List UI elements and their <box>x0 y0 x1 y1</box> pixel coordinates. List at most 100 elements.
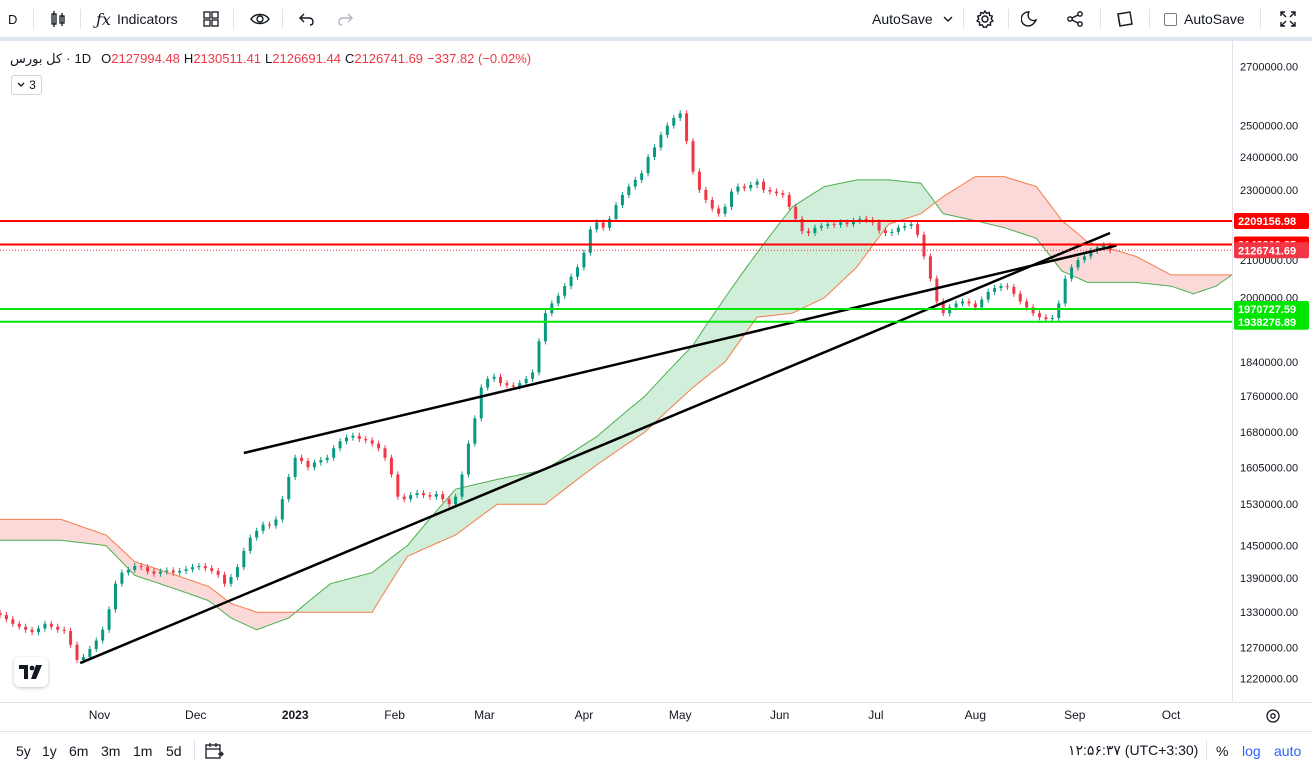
chevron-down-icon <box>943 16 953 22</box>
legend-o-label: O <box>101 51 112 66</box>
moon-icon[interactable] <box>1021 0 1039 38</box>
candle <box>1089 250 1093 257</box>
legend-symbol[interactable]: کل بورس <box>10 51 63 66</box>
candle <box>973 303 977 308</box>
chart-area[interactable]: 2700000.00 2500000.00 2400000.00 2300000.00… <box>0 41 1312 731</box>
candle <box>697 171 701 190</box>
candle <box>216 570 220 575</box>
candle <box>223 574 227 584</box>
autosave-dropdown[interactable]: AutoSave <box>872 0 953 38</box>
templates-icon[interactable] <box>201 0 221 38</box>
tradingview-logo[interactable] <box>14 657 48 687</box>
top-toolbar: D ƒx Indicators AutoSave <box>0 0 1312 38</box>
share-icon[interactable] <box>1066 0 1084 38</box>
candle <box>858 218 862 221</box>
price-tick-label: 2700000.00 <box>1240 61 1298 73</box>
candle <box>325 457 329 461</box>
chart-canvas[interactable]: 2700000.00 2500000.00 2400000.00 2300000.00… <box>0 41 1312 731</box>
price-axis-bg <box>1232 41 1312 731</box>
candle <box>845 222 849 225</box>
candle <box>608 218 612 228</box>
eye-icon[interactable] <box>249 0 271 38</box>
gear-icon[interactable] <box>975 0 995 38</box>
candle <box>954 303 958 308</box>
legend-interval: 1D <box>74 51 92 66</box>
candle <box>280 499 284 520</box>
price-axis[interactable]: 2700000.00 2500000.00 2400000.00 2300000.00… <box>1232 41 1312 731</box>
candle <box>75 644 79 660</box>
range-label: 5d <box>166 742 182 759</box>
auto-toggle[interactable]: auto <box>1274 732 1301 768</box>
candle <box>274 519 278 526</box>
time-axis[interactable]: Nov Dec 2023 Feb Mar Apr May Jun Jul Aug Sep Oct <box>0 702 1312 731</box>
range-1y[interactable]: 1y <box>42 732 57 768</box>
candle <box>428 495 432 497</box>
range-5d[interactable]: 5d <box>166 732 182 768</box>
fullscreen-icon[interactable] <box>1279 0 1297 38</box>
candle <box>139 566 143 568</box>
price-tick-label: 1220000.00 <box>1240 674 1298 686</box>
toolbar-divider <box>1206 740 1207 760</box>
range-6m[interactable]: 6m <box>69 732 88 768</box>
range-5y[interactable]: 5y <box>16 732 31 768</box>
redo-icon[interactable] <box>336 0 354 38</box>
candle <box>941 301 945 314</box>
undo-icon[interactable] <box>298 0 316 38</box>
symbol-button[interactable]: D <box>8 0 17 38</box>
candle <box>896 227 900 232</box>
indicators-toggle[interactable]: 3 <box>11 75 42 95</box>
candle <box>774 191 778 194</box>
range-label: 1y <box>42 742 57 759</box>
candle <box>88 648 92 657</box>
trendlines[interactable] <box>79 231 1117 665</box>
time-tick-label: Sep <box>1064 708 1086 722</box>
candle <box>268 524 271 526</box>
legend-high: 2130511.41 <box>193 51 262 66</box>
horizontal-lines[interactable] <box>0 219 1232 323</box>
candle <box>351 435 355 438</box>
indicators-button[interactable]: ƒx Indicators <box>96 0 178 38</box>
candle <box>434 494 438 497</box>
clock-timezone[interactable]: ۱۲:۵۶:۳۷ (UTC+3:30) <box>1068 732 1198 768</box>
log-toggle[interactable]: log <box>1242 732 1261 768</box>
candle <box>126 569 130 573</box>
range-1m[interactable]: 1m <box>133 732 152 768</box>
toolbar-divider <box>33 9 34 29</box>
range-3m[interactable]: 3m <box>101 732 120 768</box>
fx-icon: ƒx <box>96 9 111 29</box>
time-tick-label: Apr <box>575 708 594 722</box>
percent-toggle[interactable]: % <box>1216 732 1228 768</box>
autosave-checkbox-label: AutoSave <box>1184 11 1245 27</box>
candle <box>255 530 259 538</box>
candle <box>993 288 997 292</box>
candle <box>1057 303 1061 318</box>
price-tick-label: 2400000.00 <box>1240 152 1298 164</box>
calendar-range-icon[interactable] <box>204 732 224 768</box>
candles-icon[interactable] <box>48 0 68 38</box>
candle <box>499 376 502 384</box>
symbol-label: D <box>8 11 18 27</box>
candle <box>62 629 66 631</box>
layout-icon[interactable] <box>1115 0 1135 38</box>
candle <box>948 307 952 314</box>
candle <box>633 179 637 187</box>
candle <box>665 125 669 135</box>
legend-h-label: H <box>183 51 194 66</box>
time-tick-label: Dec <box>185 708 206 722</box>
gear-icon-core <box>1270 713 1276 719</box>
candle <box>762 181 766 190</box>
candle <box>903 225 907 228</box>
candle <box>248 537 252 551</box>
toolbar-separator-strip <box>0 38 1312 41</box>
axis-settings-icon[interactable] <box>1266 709 1280 723</box>
candle <box>614 205 618 219</box>
autosave-checkbox[interactable]: AutoSave <box>1164 0 1245 38</box>
candle <box>807 231 810 233</box>
gear-icon <box>1266 709 1280 723</box>
hline-price-tag-bg <box>1234 313 1309 330</box>
candle <box>158 571 162 574</box>
price-tick-label: 1680000.00 <box>1240 427 1298 439</box>
legend-change: −337.82 (−0.02%) <box>427 51 532 66</box>
candle <box>460 474 464 497</box>
candle <box>653 147 656 158</box>
